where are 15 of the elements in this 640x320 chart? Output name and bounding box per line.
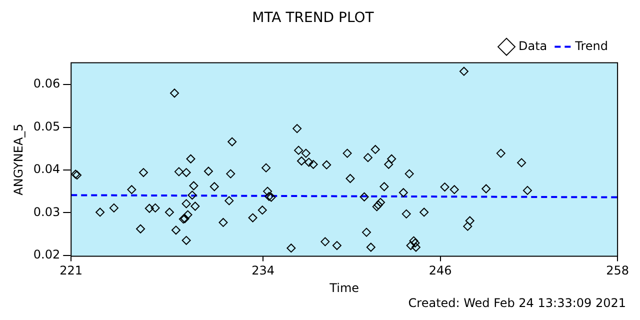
- chart-title: MTA TREND PLOT: [252, 10, 374, 26]
- y-axis-title: ANGYNEA_5: [11, 124, 26, 196]
- legend-label: Trend: [574, 38, 608, 53]
- text: Created: Wed Feb 24 13:33:09 2021: [407, 296, 627, 310]
- y-tick-label: 0.04: [33, 162, 60, 176]
- x-tick-label: 221: [60, 264, 83, 278]
- x-tick-label: 234: [252, 264, 275, 278]
- x-tick-label: 246: [428, 264, 452, 278]
- y-tick-label: 0.05: [33, 119, 60, 134]
- x-axis-title: Time: [328, 280, 360, 295]
- y-tick-label: 0.02: [33, 247, 60, 262]
- legend-label: Data: [518, 38, 548, 53]
- y-tick-label: 0.06: [33, 76, 60, 91]
- y-tick-label: 0.03: [33, 204, 60, 219]
- x-tick-label: 258: [606, 264, 629, 278]
